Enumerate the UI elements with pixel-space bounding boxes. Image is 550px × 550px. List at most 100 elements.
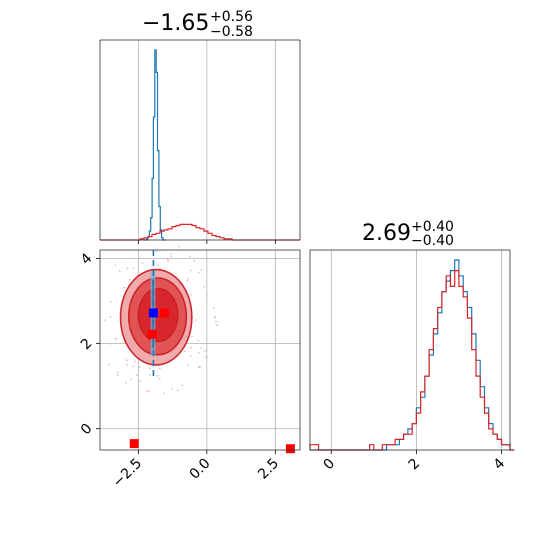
sample-point [116, 371, 119, 374]
marker-red-4 [285, 444, 295, 454]
title-param-1-value: 2.69 [362, 221, 411, 246]
sample-point [155, 250, 158, 253]
sample-point [149, 367, 151, 370]
title-param-0-plus: +0.56 [210, 9, 253, 25]
sample-point [109, 316, 112, 319]
sample-point [149, 373, 152, 376]
sample-point [138, 366, 141, 368]
sample-point [158, 377, 161, 380]
sample-point [213, 315, 216, 318]
title-param-1-plus: +0.40 [411, 219, 454, 235]
sample-point [189, 293, 192, 296]
sample-point [132, 365, 134, 368]
hist-param-0-blue [143, 49, 166, 241]
sample-point [197, 365, 200, 368]
sample-point [108, 342, 111, 345]
hist-param-1-red [309, 270, 515, 451]
sample-point [186, 280, 189, 282]
sample-point [118, 270, 121, 273]
sample-point [159, 267, 161, 270]
sample-point [114, 338, 117, 340]
contour-ytick-label-0: 0 [78, 421, 96, 439]
sample-point [186, 278, 189, 280]
right-xtick-label-0: 0 [320, 456, 338, 474]
sample-point [187, 364, 189, 367]
marker-red-3 [129, 439, 139, 449]
right-frame [309, 249, 511, 451]
sample-point [190, 355, 192, 358]
sample-point [125, 359, 128, 362]
title-param-0-minus: −0.58 [210, 24, 253, 40]
sample-point [167, 258, 169, 261]
sample-point [129, 257, 132, 260]
hist-param-0-red [100, 223, 300, 241]
sample-point [216, 324, 218, 327]
sample-point [206, 295, 209, 297]
right-xtick-label-1: 2 [406, 456, 424, 474]
sample-point [130, 378, 133, 381]
sample-point [212, 307, 215, 310]
sample-point [214, 317, 216, 319]
sample-point [126, 363, 129, 366]
marker-red-1 [159, 308, 169, 318]
contour-xtick-label-2: 2.5 [255, 456, 282, 483]
sample-point [125, 381, 127, 384]
hist-param-1-blue [310, 259, 515, 451]
sample-point [126, 267, 129, 270]
sample-point [193, 259, 196, 262]
histogram-param-0 [99, 39, 301, 244]
sample-point [170, 253, 173, 256]
contour-ytick-label-2: 4 [78, 250, 96, 268]
sample-point [109, 301, 112, 303]
sample-point [123, 286, 126, 289]
title-param-0: −1.65 +0.56 −0.58 [142, 9, 253, 40]
sample-point [157, 264, 159, 267]
sample-point [171, 387, 174, 390]
sample-point [135, 374, 138, 377]
sample-point [141, 262, 144, 265]
right-xtick-label-2: 4 [491, 455, 509, 473]
sample-point [114, 264, 117, 267]
sample-point [158, 367, 161, 370]
sample-point [156, 374, 159, 377]
sample-point [139, 380, 142, 383]
title-param-1-minus: −0.40 [411, 233, 454, 249]
contour-panel: −2.5 0.0 2.5 0 2 4 [78, 245, 301, 491]
sample-point [215, 320, 217, 323]
sample-point [108, 363, 110, 366]
sample-point [183, 350, 186, 353]
sample-point [189, 255, 192, 258]
marker-blue-0 [148, 308, 158, 318]
sample-point [147, 389, 150, 392]
sample-point [189, 346, 192, 349]
marker-red-2 [147, 329, 157, 339]
top-frame [99, 39, 301, 241]
sample-point [133, 267, 135, 270]
sample-point [176, 389, 179, 392]
sample-point [116, 374, 119, 376]
sample-point [197, 271, 200, 274]
sample-point [203, 285, 206, 288]
sample-point [203, 350, 206, 352]
sample-point [133, 360, 136, 363]
sample-point [191, 335, 193, 338]
sample-point [178, 245, 180, 248]
sample-point [181, 384, 184, 387]
contour-xtick-label-0: −2.5 [110, 456, 145, 491]
contour-ytick-label-1: 2 [78, 336, 96, 354]
sample-point [189, 269, 192, 272]
sample-point [200, 347, 203, 350]
contour-xtick-label-1: 0.0 [187, 456, 214, 483]
sample-point [167, 260, 169, 263]
sample-point [199, 366, 201, 369]
sample-point [170, 255, 172, 258]
sample-point [198, 351, 200, 354]
title-param-0-value: −1.65 [142, 11, 209, 36]
contour-red-inner [137, 287, 179, 343]
sample-point [104, 319, 107, 322]
contour-frame [99, 249, 301, 451]
sample-point [195, 319, 197, 321]
sample-point [197, 339, 200, 342]
sample-point [128, 278, 131, 281]
